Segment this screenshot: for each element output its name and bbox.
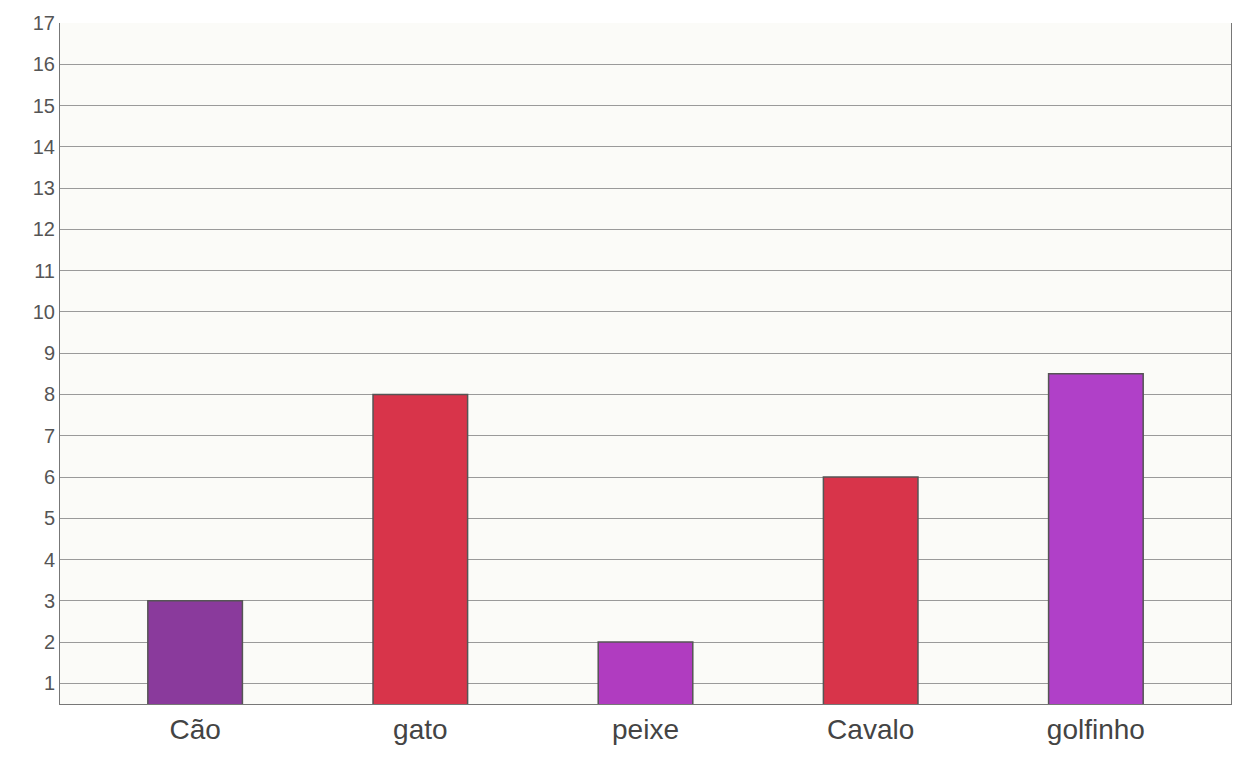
svg-text:12: 12	[33, 218, 55, 240]
svg-text:1: 1	[44, 672, 55, 694]
svg-text:8: 8	[44, 383, 55, 405]
svg-text:13: 13	[33, 177, 55, 199]
svg-text:17: 17	[33, 12, 55, 34]
svg-text:7: 7	[44, 425, 55, 447]
svg-text:16: 16	[33, 53, 55, 75]
svg-text:5: 5	[44, 507, 55, 529]
svg-text:Cavalo: Cavalo	[827, 714, 914, 745]
svg-text:15: 15	[33, 95, 55, 117]
svg-text:9: 9	[44, 342, 55, 364]
svg-text:6: 6	[44, 466, 55, 488]
svg-text:2: 2	[44, 631, 55, 653]
svg-text:golfinho: golfinho	[1047, 714, 1145, 745]
svg-text:10: 10	[33, 301, 55, 323]
svg-text:4: 4	[44, 549, 55, 571]
svg-text:Cão: Cão	[169, 714, 220, 745]
svg-text:14: 14	[33, 136, 55, 158]
svg-text:3: 3	[44, 590, 55, 612]
svg-text:gato: gato	[393, 714, 448, 745]
svg-text:peixe: peixe	[612, 714, 679, 745]
svg-text:11: 11	[34, 260, 55, 282]
